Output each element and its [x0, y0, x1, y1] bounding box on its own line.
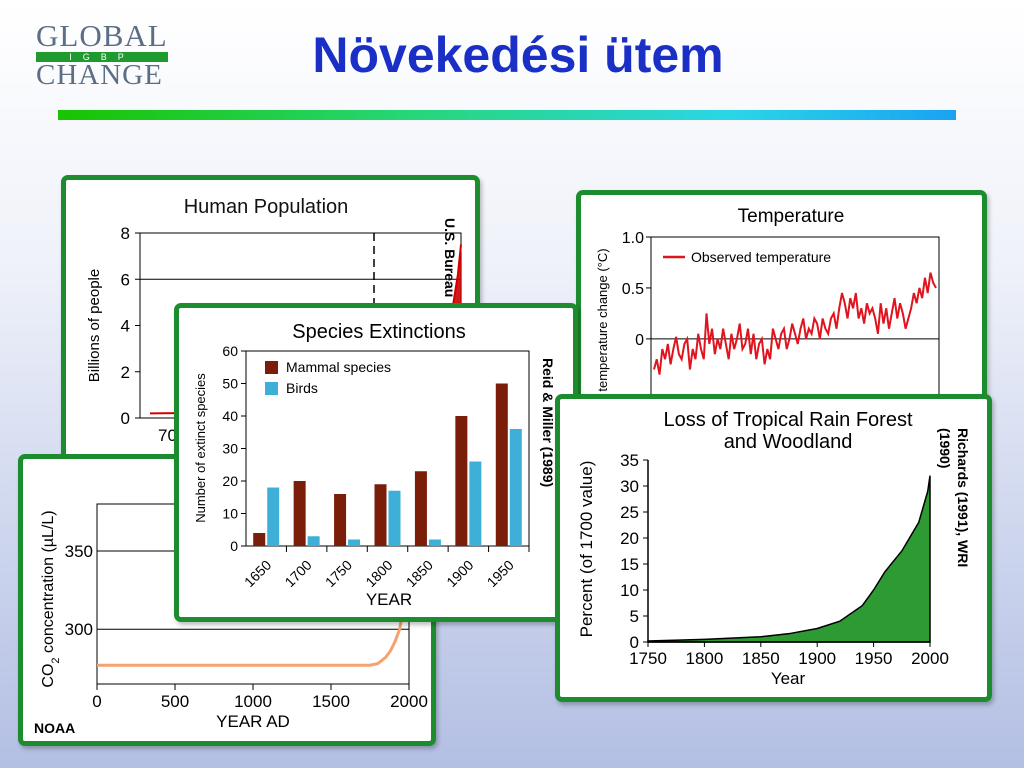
logo-bar [36, 52, 168, 62]
y-tick-label: 0 [630, 633, 639, 652]
y-axis-label: Number of extinct species [193, 373, 208, 523]
legend-label: Observed temperature [691, 249, 831, 265]
birds-bar-1850 [428, 539, 441, 546]
mammal-bar-1900 [455, 416, 468, 546]
forest-credit: Richards (1991), WRI (1990) [934, 428, 974, 608]
y-tick-label: 10 [620, 581, 639, 600]
x-tick-label: 1800 [685, 649, 723, 668]
y-tick-label: 4 [121, 317, 130, 336]
x-tick-label: 1800 [362, 557, 395, 590]
mammal-bar-1650 [253, 533, 266, 546]
y-tick-label: 0.5 [622, 281, 644, 298]
x-tick-label: 1950 [484, 557, 517, 590]
x-tick-label: 0 [92, 692, 101, 711]
global-change-logo: GLOBAL IGBP CHANGE [36, 18, 172, 90]
forest-credit-line1: Richards (1991), WRI [955, 428, 971, 568]
y-tick-label: 300 [65, 620, 93, 639]
species-credit: Reid & Miller (1989) [540, 358, 556, 488]
x-axis-label: YEAR [366, 590, 412, 609]
forest-chart-card: Loss of Tropical Rain Forest and Woodland… [555, 394, 992, 702]
species-chart: Species Extinctions 0 10 20 30 40 50 60 Number o… [193, 321, 530, 609]
y-tick-label: 50 [222, 376, 238, 392]
title-rule [58, 110, 956, 120]
legend-label-1: Birds [286, 380, 318, 396]
co2-credit: NOAA [34, 720, 76, 736]
y-tick-label: 0 [121, 409, 130, 428]
x-tick-label: 2000 [390, 692, 428, 711]
y-tick-label: 350 [65, 542, 93, 561]
logo-sub: IGBP [69, 52, 135, 62]
species-chart-card: Species Extinctions 0 10 20 30 40 50 60 Number o… [174, 303, 578, 622]
co2-line [97, 582, 408, 667]
y-tick-label: 60 [222, 343, 238, 359]
y-tick-label: 35 [620, 451, 639, 470]
y-axis-label: Billions of people [86, 269, 103, 382]
logo-line2: CHANGE [36, 59, 163, 91]
y-axis-label: Percent (of 1700 value) [577, 461, 596, 638]
x-tick-label: 70 [158, 426, 177, 445]
logo-line1: GLOBAL [36, 18, 168, 53]
y-tick-label: 0 [635, 332, 644, 349]
mammal-bar-1700 [293, 481, 306, 546]
birds-bar-1950 [509, 429, 522, 546]
x-tick-label: 1900 [798, 649, 836, 668]
legend-swatch-1 [265, 382, 278, 395]
y-axis-label: CO2 concentration (µL/L) [40, 510, 62, 687]
birds-bar-1900 [469, 461, 482, 546]
x-tick-label: 1700 [281, 557, 314, 590]
co2-chart: 300 350 0 500 1000 1500 2000 YEAR AD CO2 concent… [40, 503, 428, 731]
x-tick-label: 1750 [629, 649, 667, 668]
y-tick-label: 0 [230, 538, 238, 554]
y-tick-label: 20 [222, 473, 238, 489]
x-tick-label: 1950 [855, 649, 893, 668]
birds-bar-1750 [348, 539, 361, 546]
y-tick-label: 15 [620, 555, 639, 574]
x-tick-label: 1750 [322, 557, 355, 590]
chart-title: Human Population [184, 196, 349, 218]
chart-title-line1: Loss of Tropical Rain Forest [664, 409, 913, 431]
chart-title: Temperature [738, 206, 845, 227]
x-tick-label: 1500 [312, 692, 350, 711]
y-tick-label: 6 [121, 270, 130, 289]
y-tick-label: 30 [620, 477, 639, 496]
y-axis-label: temperature change (°C) [595, 248, 610, 391]
x-tick-label: 1850 [403, 557, 436, 590]
x-tick-label: 1850 [742, 649, 780, 668]
mammal-bar-1850 [414, 471, 427, 546]
y-tick-label: 25 [620, 503, 639, 522]
y-tick-label: 10 [222, 506, 238, 522]
y-tick-label: 2 [121, 363, 130, 382]
x-axis-label: Year [771, 669, 806, 688]
x-tick-label: 2000 [911, 649, 949, 668]
y-tick-label: 40 [222, 408, 238, 424]
temperature-chart: Temperature 0 0.5 1.0 temperature change (°C… [595, 206, 940, 401]
population-credit: U.S. Bureau [442, 218, 458, 298]
y-tick-label: 30 [222, 441, 238, 457]
x-tick-label: 1650 [241, 557, 274, 590]
birds-bar-1800 [388, 490, 401, 546]
temperature-line [653, 272, 937, 375]
mammal-bar-1950 [495, 383, 508, 546]
forest-credit-line2: (1990) [937, 428, 953, 469]
chart-title-line2: and Woodland [724, 431, 853, 453]
x-tick-label: 1900 [443, 557, 476, 590]
birds-bar-1700 [307, 536, 320, 546]
legend-label-0: Mammal species [286, 359, 391, 375]
x-axis-label: YEAR AD [216, 712, 290, 731]
mammal-bar-1800 [374, 484, 387, 546]
birds-bar-1650 [267, 487, 280, 546]
y-tick-label: 8 [121, 224, 130, 243]
legend-swatch-0 [265, 361, 278, 374]
x-tick-label: 1000 [234, 692, 272, 711]
y-tick-label: 5 [630, 607, 639, 626]
chart-title: Species Extinctions [292, 321, 465, 343]
y-tick-label: 20 [620, 529, 639, 548]
forest-area [647, 475, 931, 643]
slide-title: Növekedési ütem [312, 27, 724, 83]
x-tick-label: 500 [161, 692, 189, 711]
mammal-bar-1750 [334, 494, 347, 546]
y-tick-label: 1.0 [622, 230, 644, 247]
temperature-chart-card: Temperature 0 0.5 1.0 temperature change (°C… [576, 190, 987, 425]
